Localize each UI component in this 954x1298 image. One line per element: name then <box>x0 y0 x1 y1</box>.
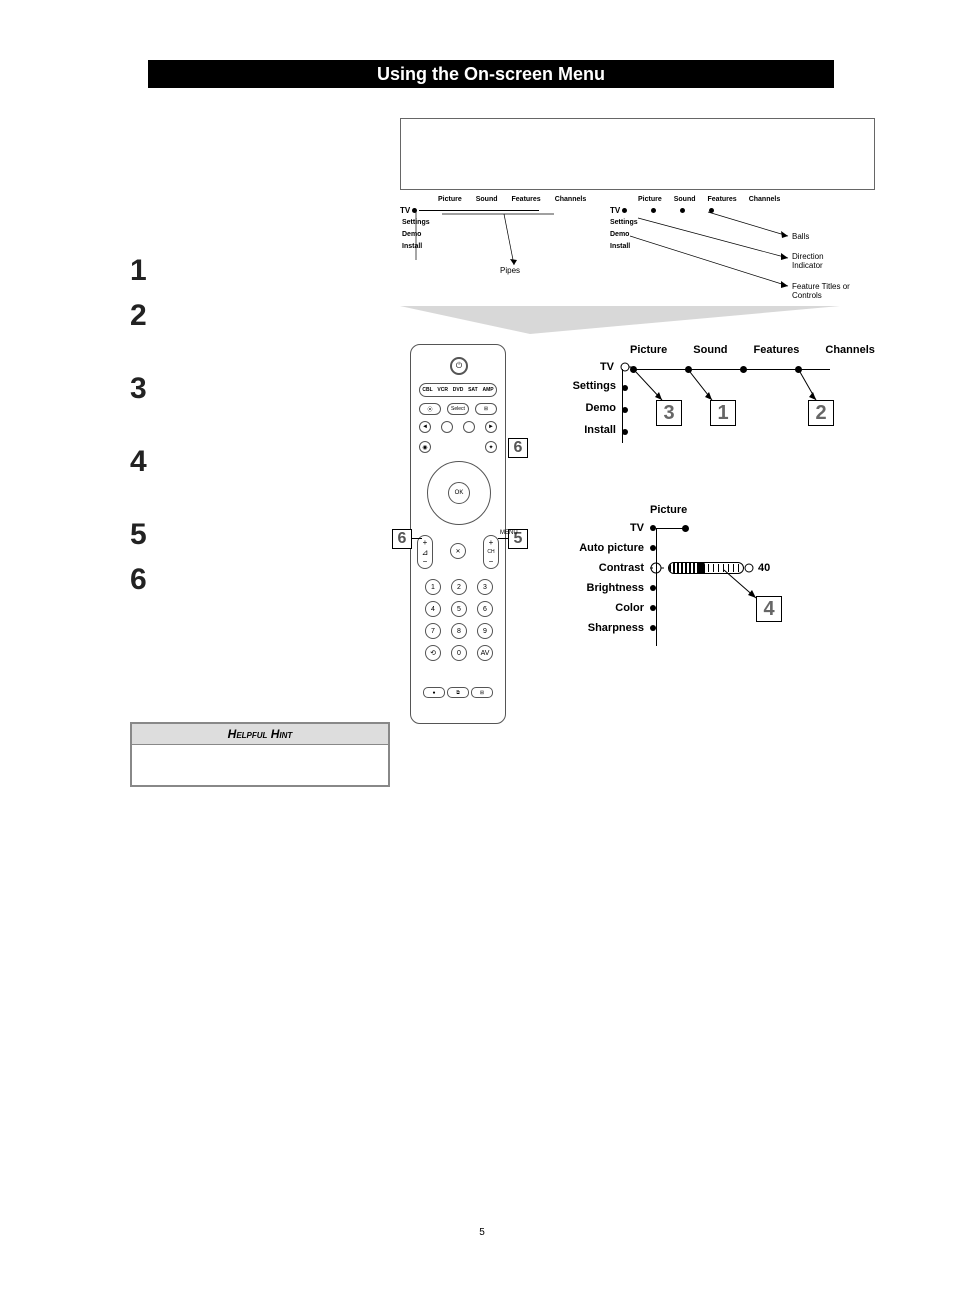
picture-title: Picture <box>650 504 875 516</box>
step-5: 5 <box>130 512 390 557</box>
mini-tab: Features <box>512 196 541 203</box>
step-6: 6 <box>130 557 390 602</box>
menu-item: Sharpness <box>570 622 650 634</box>
step-list: 1 2 3 4 5 6 <box>130 248 390 602</box>
tv-label: TV <box>610 206 620 215</box>
mute-button: ✕ <box>450 543 466 559</box>
ok-button: OK <box>448 482 470 504</box>
right-column: Picture Sound Features Channels TV Setti… <box>400 118 875 787</box>
mini-tab: Features <box>708 196 737 203</box>
menu-tab: Sound <box>693 344 727 356</box>
mini-tab: Picture <box>638 196 662 203</box>
remote-btn <box>463 421 475 433</box>
feature-titles-label: Feature Titles or Controls <box>792 282 852 300</box>
remote-btn: ⧉ <box>447 687 469 698</box>
main-menu-diagram: Picture Sound Features Channels TV <box>570 344 875 454</box>
menu-tab: Channels <box>825 344 875 356</box>
remote-btn <box>441 421 453 433</box>
top-info-box <box>400 118 875 190</box>
callout-6: 6 <box>392 529 412 549</box>
wedge-divider <box>400 306 840 336</box>
tv-label: TV <box>570 361 620 373</box>
remote-btn: AV <box>477 645 493 661</box>
remote-btn: ✦ <box>485 441 497 453</box>
channel-rocker: +CH− <box>483 535 499 569</box>
tv-label: TV <box>400 206 410 215</box>
mode-selector: CBLVCRDVDSATAMP <box>419 383 497 397</box>
helpful-hint-header: Helpful Hint <box>132 724 388 745</box>
helpful-hint-body <box>132 745 388 785</box>
step-2: 2 <box>130 293 390 338</box>
callout-6: 6 <box>508 438 528 458</box>
step-1: 1 <box>130 248 390 293</box>
step-4: 4 <box>130 439 390 484</box>
page-title: Using the On-screen Menu <box>377 64 605 85</box>
direction-indicator-label: Direction Indicator <box>792 252 842 270</box>
explanation-row: Picture Sound Features Channels TV Setti… <box>400 196 875 306</box>
callout-3: 3 <box>656 400 682 426</box>
mini-tab: Channels <box>555 196 587 203</box>
menu-tab: Features <box>754 344 800 356</box>
menu-tab: Picture <box>630 344 667 356</box>
page-title-bar: Using the On-screen Menu <box>148 60 834 88</box>
callout-2: 2 <box>808 400 834 426</box>
remote-btn: ⟲ <box>425 645 441 661</box>
step-3: 3 <box>130 366 390 411</box>
callout-1: 1 <box>710 400 736 426</box>
mini-tab: Channels <box>749 196 781 203</box>
menu-item: Install <box>570 424 620 436</box>
pipes-label: Pipes <box>500 266 520 275</box>
remote-btn: ⊞ <box>475 403 497 415</box>
menu-item: Settings <box>570 380 620 392</box>
mini-tab: Sound <box>476 196 498 203</box>
page-number: 5 <box>130 1227 834 1238</box>
left-column: 1 2 3 4 5 6 Helpful Hint <box>130 118 400 787</box>
number-pad: 1 2 3 4 5 6 7 8 9 ⟲ 0 AV <box>425 579 491 661</box>
remote-btn: ► <box>485 421 497 433</box>
menu-item: Auto picture <box>570 542 650 554</box>
menu-label: MENU <box>500 530 518 536</box>
remote-btn: ◉ <box>419 441 431 453</box>
remote-control: ⏻ CBLVCRDVDSATAMP ⦿ Select ⊞ ◄ <box>400 344 530 724</box>
volume-rocker: +⊿− <box>417 535 433 569</box>
menu-item: Brightness <box>570 582 650 594</box>
picture-menu-diagram: Picture TV Auto picture Contrast <box>570 504 875 664</box>
cursor-ring: OK <box>427 461 491 525</box>
remote-btn: ● <box>423 687 445 698</box>
menu-item: Demo <box>570 402 620 414</box>
menu-item: Contrast <box>570 562 650 574</box>
helpful-hint-box: Helpful Hint <box>130 722 390 787</box>
remote-btn: ⦿ <box>419 403 441 415</box>
menu-item: Color <box>570 602 650 614</box>
power-button-icon: ⏻ <box>450 357 468 375</box>
balls-label: Balls <box>792 232 809 241</box>
mini-menu-pipes: Picture Sound Features Channels TV Setti… <box>400 196 580 306</box>
mini-menu-balls: Picture Sound Features Channels TV Setti… <box>610 196 830 306</box>
remote-btn: ◄ <box>419 421 431 433</box>
remote-select-btn: Select <box>447 403 469 415</box>
mini-tab: Picture <box>438 196 462 203</box>
callout-4: 4 <box>756 596 782 622</box>
remote-btn: ⊞ <box>471 687 493 698</box>
mini-tab: Sound <box>674 196 696 203</box>
tv-label: TV <box>570 522 650 534</box>
